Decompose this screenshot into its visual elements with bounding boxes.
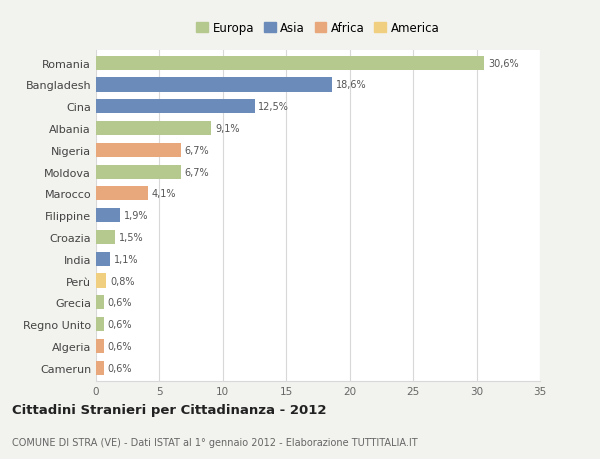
- Bar: [96, 339, 104, 353]
- Bar: [96, 187, 148, 201]
- Text: 18,6%: 18,6%: [336, 80, 367, 90]
- Text: 9,1%: 9,1%: [215, 124, 240, 134]
- Text: 1,9%: 1,9%: [124, 211, 148, 221]
- Bar: [96, 165, 181, 179]
- Bar: [96, 143, 181, 157]
- Text: 0,6%: 0,6%: [107, 341, 132, 351]
- Bar: [96, 56, 484, 71]
- Bar: [96, 361, 104, 375]
- Text: 4,1%: 4,1%: [152, 189, 176, 199]
- Bar: [96, 252, 110, 266]
- Bar: [96, 122, 211, 136]
- Text: 1,5%: 1,5%: [119, 232, 143, 242]
- Text: 0,6%: 0,6%: [107, 319, 132, 330]
- Bar: [96, 274, 106, 288]
- Bar: [96, 317, 104, 331]
- Text: 0,6%: 0,6%: [107, 363, 132, 373]
- Text: COMUNE DI STRA (VE) - Dati ISTAT al 1° gennaio 2012 - Elaborazione TUTTITALIA.IT: COMUNE DI STRA (VE) - Dati ISTAT al 1° g…: [12, 437, 418, 447]
- Bar: [96, 296, 104, 310]
- Bar: [96, 209, 120, 223]
- Text: 6,7%: 6,7%: [185, 167, 209, 177]
- Legend: Europa, Asia, Africa, America: Europa, Asia, Africa, America: [194, 20, 442, 38]
- Bar: [96, 230, 115, 245]
- Text: 30,6%: 30,6%: [488, 59, 518, 68]
- Text: 12,5%: 12,5%: [259, 102, 289, 112]
- Text: 1,1%: 1,1%: [114, 254, 138, 264]
- Text: 6,7%: 6,7%: [185, 146, 209, 156]
- Bar: [96, 100, 254, 114]
- Text: 0,8%: 0,8%: [110, 276, 134, 286]
- Bar: [96, 78, 332, 92]
- Text: 0,6%: 0,6%: [107, 298, 132, 308]
- Text: Cittadini Stranieri per Cittadinanza - 2012: Cittadini Stranieri per Cittadinanza - 2…: [12, 403, 326, 416]
